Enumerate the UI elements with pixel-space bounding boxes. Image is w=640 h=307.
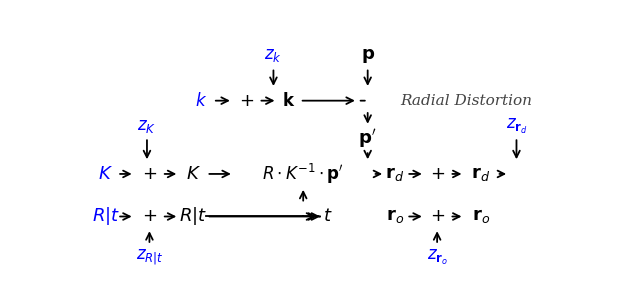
Text: $\mathbf{r}_o$: $\mathbf{r}_o$ (472, 208, 490, 226)
Text: $R|t$: $R|t$ (92, 205, 120, 227)
Text: $K$: $K$ (99, 165, 113, 183)
Text: $\mathbf{p}$: $\mathbf{p}$ (360, 47, 375, 65)
Text: $z_{\mathbf{r}_d}$: $z_{\mathbf{r}_d}$ (506, 117, 527, 136)
Text: $+$: $+$ (142, 208, 157, 226)
Text: $k$: $k$ (195, 92, 207, 110)
Text: Radial Distortion: Radial Distortion (400, 94, 532, 108)
Text: $\mathbf{r}_o$: $\mathbf{r}_o$ (386, 208, 404, 226)
Text: $z_k$: $z_k$ (264, 47, 282, 64)
Text: $\mathbf{r}_d$: $\mathbf{r}_d$ (471, 165, 490, 183)
Text: $z_{R|t}$: $z_{R|t}$ (136, 248, 163, 267)
Text: $K$: $K$ (186, 165, 200, 183)
Text: $z_K$: $z_K$ (138, 118, 157, 135)
Text: $z_{\mathbf{r}_o}$: $z_{\mathbf{r}_o}$ (426, 248, 448, 267)
Text: $R \cdot K^{-1} \cdot \mathbf{p}'$: $R \cdot K^{-1} \cdot \mathbf{p}'$ (262, 162, 344, 186)
Text: $R|t$: $R|t$ (179, 205, 207, 227)
Text: $+$: $+$ (429, 208, 445, 226)
Text: $+$: $+$ (429, 165, 445, 183)
Text: $+$: $+$ (142, 165, 157, 183)
Text: $+$: $+$ (239, 92, 253, 110)
Text: $t$: $t$ (323, 208, 333, 226)
Text: $\mathbf{p}'$: $\mathbf{p}'$ (358, 127, 377, 150)
Text: $\mathbf{r}_d$: $\mathbf{r}_d$ (385, 165, 404, 183)
Text: $\mathbf{k}$: $\mathbf{k}$ (282, 92, 295, 110)
